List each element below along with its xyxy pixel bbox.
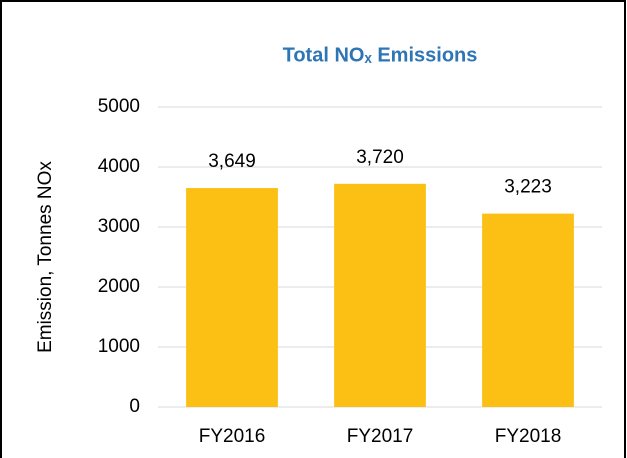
bar bbox=[186, 188, 278, 407]
y-tick-label: 2000 bbox=[98, 276, 140, 297]
x-tick-label: FY2018 bbox=[495, 426, 562, 447]
y-tick-label: 4000 bbox=[98, 156, 140, 177]
bar bbox=[482, 213, 574, 407]
y-tick-label: 3000 bbox=[98, 216, 140, 237]
chart-title: Total NOₓ Emissions bbox=[283, 44, 478, 66]
y-tick-label: 0 bbox=[129, 396, 140, 417]
value-label: 3,223 bbox=[504, 177, 552, 198]
x-tick-label: FY2017 bbox=[347, 426, 414, 447]
value-label: 3,649 bbox=[208, 151, 256, 172]
bar bbox=[334, 183, 426, 407]
y-tick-label: 1000 bbox=[98, 336, 140, 357]
x-tick-label: FY2016 bbox=[199, 426, 266, 447]
y-tick-label: 5000 bbox=[98, 96, 140, 117]
value-label: 3,720 bbox=[356, 147, 404, 168]
y-axis-label: Emission, Tonnes NOx bbox=[35, 161, 56, 353]
